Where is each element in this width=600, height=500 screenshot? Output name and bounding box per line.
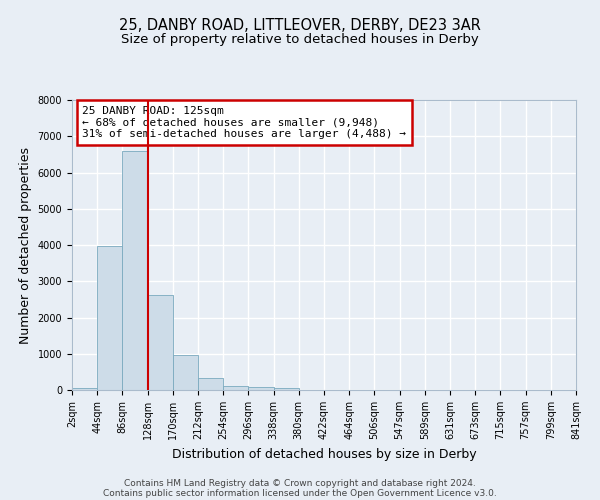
Text: 25 DANBY ROAD: 125sqm
← 68% of detached houses are smaller (9,948)
31% of semi-d: 25 DANBY ROAD: 125sqm ← 68% of detached …	[82, 106, 406, 139]
Bar	[248, 388, 274, 390]
Bar	[173, 355, 198, 390]
Bar	[122, 151, 148, 390]
Text: Contains public sector information licensed under the Open Government Licence v3: Contains public sector information licen…	[103, 488, 497, 498]
Text: Size of property relative to detached houses in Derby: Size of property relative to detached ho…	[121, 32, 479, 46]
Y-axis label: Number of detached properties: Number of detached properties	[19, 146, 32, 344]
Bar	[198, 378, 223, 390]
Bar	[274, 388, 299, 390]
Bar	[148, 295, 173, 390]
Text: 25, DANBY ROAD, LITTLEOVER, DERBY, DE23 3AR: 25, DANBY ROAD, LITTLEOVER, DERBY, DE23 …	[119, 18, 481, 32]
Bar	[72, 388, 97, 390]
X-axis label: Distribution of detached houses by size in Derby: Distribution of detached houses by size …	[172, 448, 476, 460]
Text: Contains HM Land Registry data © Crown copyright and database right 2024.: Contains HM Land Registry data © Crown c…	[124, 478, 476, 488]
Bar	[223, 386, 248, 390]
Bar	[97, 246, 122, 390]
